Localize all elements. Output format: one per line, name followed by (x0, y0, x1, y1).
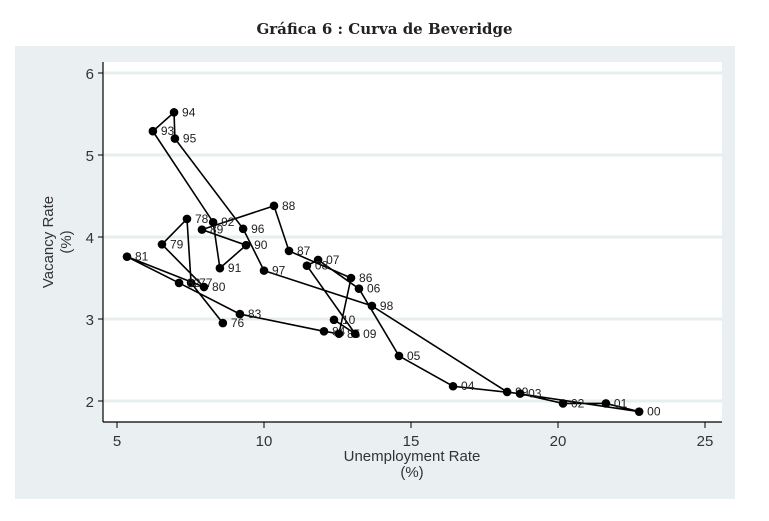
data-point-80 (199, 282, 209, 292)
point-label-95: 95 (183, 132, 197, 146)
point-label-03: 03 (528, 387, 542, 401)
point-label-93: 93 (161, 124, 175, 138)
data-point-00 (634, 407, 644, 416)
point-label-79: 79 (170, 237, 184, 251)
y-tick-label: 6 (86, 66, 94, 83)
data-point-86 (346, 273, 356, 283)
data-point-98 (367, 301, 377, 311)
data-point-04 (448, 381, 458, 391)
x-tick-label: 10 (256, 433, 273, 450)
x-axis-label: Unemployment Rate (344, 448, 481, 465)
data-point-82 (174, 278, 184, 288)
data-point-06 (354, 284, 364, 293)
point-label-91: 91 (228, 261, 242, 275)
data-point-07 (313, 255, 323, 265)
data-point-78 (182, 214, 192, 224)
data-point-05 (394, 351, 404, 361)
data-point-93 (148, 126, 158, 136)
y-tick-label: 3 (86, 312, 94, 329)
x-tick-label: 15 (403, 433, 420, 450)
data-point-83 (235, 309, 245, 319)
x-axis-unit: (%) (400, 464, 423, 481)
point-label-02: 02 (571, 396, 585, 410)
data-point-01 (601, 399, 611, 408)
point-label-78: 78 (195, 212, 209, 226)
data-point-90 (241, 240, 251, 250)
data-point-08 (302, 261, 312, 271)
data-point-03 (515, 389, 525, 398)
data-point-88 (269, 201, 279, 211)
x-tick-label: 20 (550, 433, 567, 450)
y-tick-label: 4 (86, 230, 94, 247)
y-axis-unit: (%) (58, 230, 75, 253)
point-label-82: 82 (187, 276, 201, 290)
point-label-94: 94 (182, 105, 196, 119)
data-point-79 (157, 240, 167, 249)
point-label-00: 00 (647, 405, 661, 419)
data-point-77 (186, 278, 196, 288)
point-label-01: 01 (614, 396, 628, 410)
data-point-97 (259, 266, 269, 275)
data-point-96 (238, 224, 248, 234)
point-label-06: 06 (367, 282, 381, 296)
point-label-05: 05 (407, 349, 421, 363)
point-label-96: 96 (251, 222, 265, 236)
data-point-02 (558, 399, 568, 408)
y-tick-label: 2 (86, 394, 94, 411)
point-label-76: 76 (231, 316, 245, 330)
data-point-10 (329, 315, 339, 325)
point-label-92: 92 (221, 215, 235, 229)
point-label-87: 87 (297, 244, 311, 258)
x-tick-label: 25 (697, 433, 714, 450)
y-tick-label: 5 (86, 148, 94, 165)
data-point-87 (284, 246, 294, 256)
data-point-95 (170, 134, 180, 143)
point-label-07: 07 (326, 253, 340, 267)
data-point-92 (208, 217, 218, 227)
point-label-09: 09 (363, 327, 377, 341)
chart-title: Gráfica 6 : Curva de Beveridge (256, 20, 513, 38)
point-label-10: 10 (342, 313, 356, 327)
point-label-08: 08 (315, 259, 329, 273)
data-point-85 (334, 329, 344, 339)
data-point-99 (502, 387, 512, 397)
plot-area (103, 62, 722, 422)
point-label-86: 86 (359, 271, 373, 285)
data-point-76 (218, 318, 228, 328)
y-axis-label: Vacancy Rate (40, 196, 57, 288)
data-point-91 (215, 263, 225, 273)
point-label-81: 81 (135, 250, 149, 264)
point-label-88: 88 (282, 199, 296, 213)
point-label-98: 98 (380, 299, 394, 313)
point-label-90: 90 (254, 238, 268, 252)
data-point-89 (197, 225, 207, 234)
data-point-94 (169, 108, 179, 117)
x-tick-label: 5 (113, 433, 121, 450)
point-label-04: 04 (461, 379, 475, 393)
data-point-09 (350, 329, 360, 339)
data-point-81 (122, 252, 132, 261)
point-label-97: 97 (272, 264, 286, 278)
point-label-83: 83 (248, 307, 262, 321)
point-label-80: 80 (212, 280, 226, 294)
data-point-84 (319, 327, 329, 336)
